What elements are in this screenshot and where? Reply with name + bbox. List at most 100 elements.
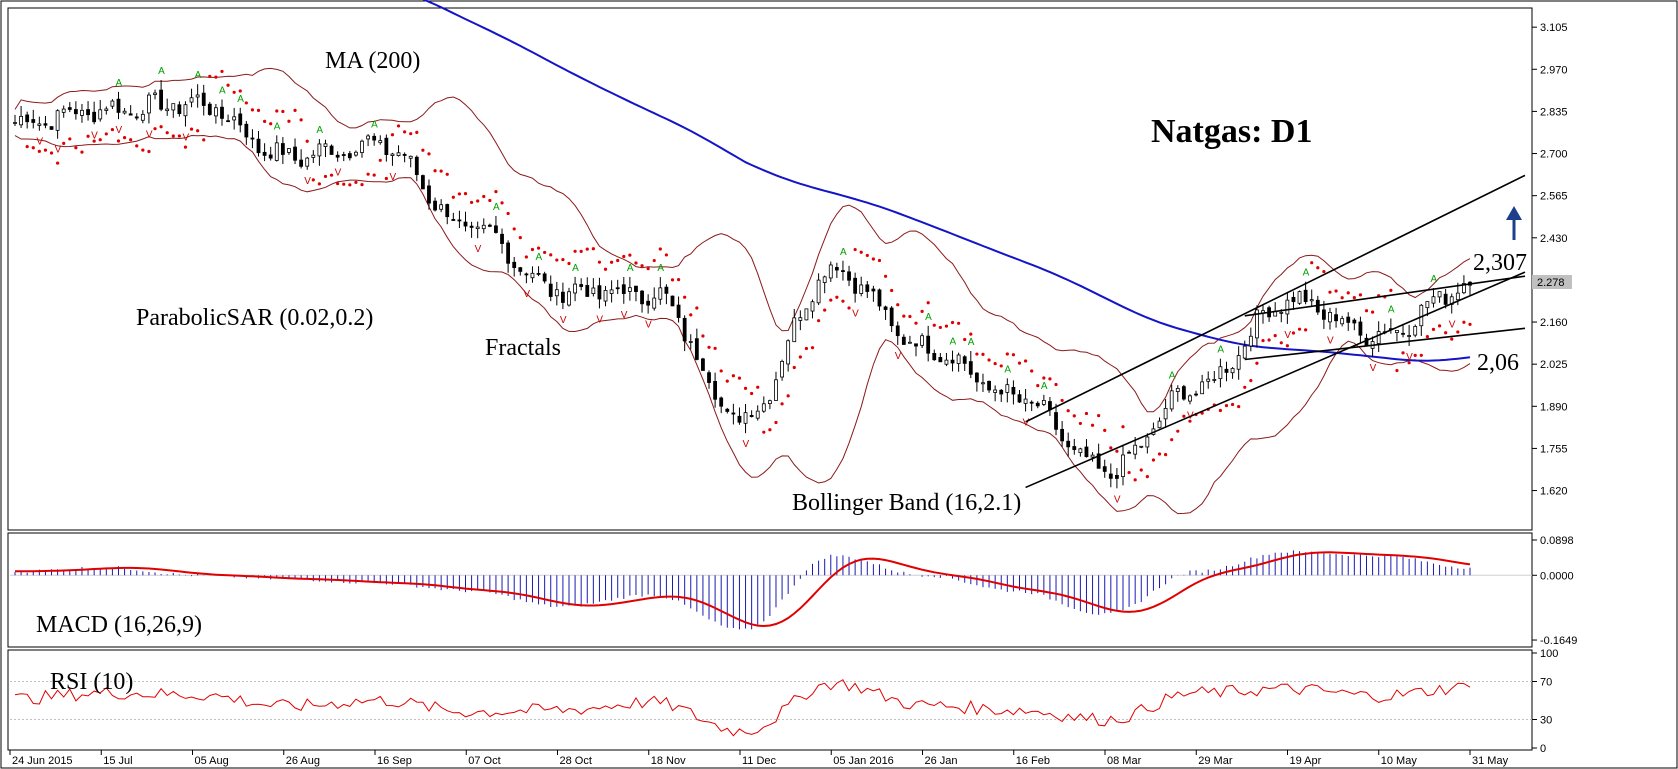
trend-channel-lines — [1025, 174, 1526, 489]
psar-dot — [256, 108, 261, 112]
candle-body — [932, 353, 937, 361]
date-axis: 24 Jun 2015 15 Jul 05 Aug 26 Aug 16 Sep 07 Oc… — [9, 750, 1509, 767]
psar-dot — [214, 75, 218, 79]
candle-body — [841, 270, 845, 272]
psar-dot — [640, 264, 644, 268]
candle-body — [926, 335, 931, 354]
psar-dot — [1072, 414, 1076, 418]
candle-body — [567, 291, 571, 306]
psar-dot — [963, 337, 967, 342]
candle-body — [1017, 394, 1022, 403]
candle-body — [968, 361, 973, 375]
candle-body — [1041, 400, 1046, 405]
candle-body — [1011, 386, 1016, 395]
psar-label: ParabolicSAR (0.02,0.2) — [136, 305, 373, 331]
ma-200-path — [422, 0, 1471, 362]
candle-body — [213, 107, 218, 117]
psar-dot — [1060, 398, 1064, 403]
candle-body — [1175, 387, 1180, 392]
psar-dot — [1097, 414, 1101, 418]
fractal-up-marker: A — [1303, 268, 1310, 279]
psar-dot — [981, 352, 985, 356]
current-price-label: 2.278 — [1537, 277, 1565, 289]
psar-dot — [177, 134, 181, 138]
candle-body — [1054, 412, 1058, 430]
price-tick-label: 1.755 — [1540, 443, 1568, 455]
candle-body — [822, 276, 827, 283]
candle-body — [901, 336, 906, 345]
ma-200-line — [422, 0, 1471, 362]
candle-body — [792, 317, 797, 343]
candle-body — [323, 143, 328, 147]
psar-dot — [1273, 334, 1277, 338]
psar-dot — [1340, 296, 1344, 300]
candle-body — [585, 285, 590, 297]
candle-body — [67, 107, 72, 110]
psar-dot — [275, 109, 279, 113]
fractal-up-marker: A — [1430, 274, 1437, 285]
fractal-up-marker: A — [316, 125, 323, 136]
psar-dot — [835, 295, 839, 299]
psar-dot — [762, 430, 766, 434]
psar-dot — [695, 306, 699, 310]
ma-label: MA (200) — [325, 48, 420, 74]
candle-body — [676, 304, 681, 318]
psar-dot — [336, 181, 340, 186]
psar-dot — [1188, 419, 1192, 423]
candle-body — [950, 359, 955, 364]
psar-dot — [774, 420, 778, 425]
psar-dot — [445, 172, 449, 176]
candle-body — [347, 153, 352, 159]
candle-body — [104, 108, 109, 111]
candle-body — [1188, 395, 1192, 402]
psar-dot — [957, 321, 961, 325]
candle-body — [1334, 314, 1338, 322]
psar-dot — [1413, 353, 1417, 357]
psar-dot — [877, 258, 882, 263]
candle-body — [232, 116, 237, 121]
candle-body — [408, 155, 413, 159]
price-tick-label: 2.835 — [1540, 106, 1568, 118]
candle-body — [1090, 454, 1095, 458]
candle-body — [165, 108, 170, 112]
candle-body — [1072, 446, 1077, 451]
candle-body — [920, 335, 924, 346]
candle-body — [140, 113, 145, 121]
psar-dot — [31, 146, 35, 150]
macd-label: MACD (16,26,9) — [36, 612, 202, 638]
psar-dot — [1249, 379, 1253, 383]
fractal-down-marker: V — [1114, 494, 1121, 505]
candle-body — [1181, 386, 1186, 400]
candle-body — [956, 354, 961, 364]
candle-body — [122, 110, 127, 114]
fractal-up-marker: A — [371, 119, 378, 130]
psar-dot — [1054, 382, 1058, 387]
psar-dot — [220, 69, 224, 74]
psar-dot — [944, 324, 949, 328]
psar-dot — [756, 385, 760, 389]
candle-body — [707, 372, 711, 383]
candle-body — [938, 357, 943, 363]
psar-dot — [1133, 478, 1137, 482]
psar-dot — [926, 301, 930, 305]
bollinger-lower-band — [14, 134, 1471, 515]
psar-dot — [1145, 475, 1149, 479]
psar-dot — [506, 211, 510, 216]
psar-dot — [488, 198, 492, 203]
candle-body — [774, 379, 778, 401]
candle-body — [43, 123, 48, 126]
candle-body — [25, 114, 30, 123]
candle-body — [390, 153, 395, 156]
fractal-down-marker: V — [91, 130, 98, 141]
psar-dot — [122, 136, 127, 140]
candle-body — [396, 152, 401, 156]
psar-dot — [652, 258, 656, 263]
psar-dot — [153, 127, 157, 131]
psar-dot — [457, 192, 462, 196]
rsi-series — [14, 679, 1471, 737]
fractal-up-marker: A — [1041, 381, 1048, 392]
psar-dot — [1255, 361, 1259, 365]
candle-body — [1401, 332, 1405, 335]
psar-dot — [129, 138, 133, 142]
candle-body — [1255, 309, 1259, 339]
